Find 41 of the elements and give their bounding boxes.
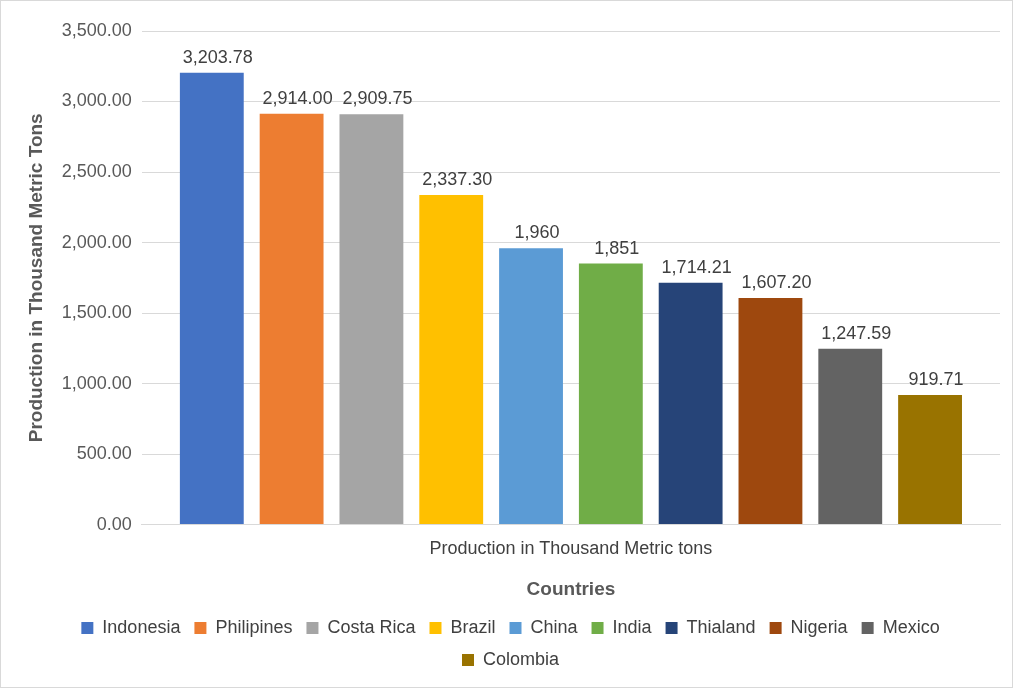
x-tick-label: Production in Thousand Metric tons [429, 538, 713, 559]
data-label: 2,909.75 [342, 88, 413, 109]
legend-label: Thialand [686, 616, 756, 637]
data-label: 3,203.78 [182, 46, 253, 67]
bar [499, 248, 563, 525]
bar [658, 282, 723, 525]
bar [898, 394, 962, 525]
legend-label: India [612, 616, 653, 637]
legend-label: China [530, 616, 579, 637]
data-label: 919.71 [908, 368, 964, 389]
data-label: 1,607.20 [741, 271, 812, 292]
data-label: 1,851 [594, 237, 640, 258]
bar [818, 348, 883, 525]
legend-label: Philipines [215, 616, 293, 637]
bar [419, 194, 484, 525]
legend-label: Mexico [882, 616, 940, 637]
data-label: 2,337.30 [422, 168, 493, 189]
y-tick-label: 3,000.00 [61, 90, 132, 111]
y-tick-label: 2,000.00 [61, 231, 132, 252]
legend-label: Colombia [482, 648, 561, 669]
bar [259, 113, 324, 525]
y-tick-label: 0.00 [96, 513, 132, 534]
data-label: 1,960 [514, 222, 560, 243]
bar [578, 263, 643, 525]
y-tick-label: 500.00 [76, 443, 132, 464]
legend-label: Indonesia [102, 616, 182, 637]
y-tick-label: 1,500.00 [61, 302, 132, 323]
y-tick-label: 3,500.00 [61, 19, 132, 40]
y-axis-title: Production in Thousand Metric Tons [24, 113, 46, 443]
legend-label: Brazil [450, 616, 496, 637]
data-label: 2,914.00 [262, 87, 333, 108]
bar [738, 297, 803, 525]
data-label: 1,247.59 [821, 322, 892, 343]
y-tick-label: 1,000.00 [61, 372, 132, 393]
bar [339, 114, 404, 525]
y-tick-label: 2,500.00 [61, 161, 132, 181]
legend-label: Costa Rica [327, 616, 417, 637]
data-label: 1,714.21 [661, 256, 732, 277]
legend-label: Nigeria [790, 616, 849, 637]
bar [179, 72, 244, 525]
x-axis-title: Countries [526, 577, 616, 599]
